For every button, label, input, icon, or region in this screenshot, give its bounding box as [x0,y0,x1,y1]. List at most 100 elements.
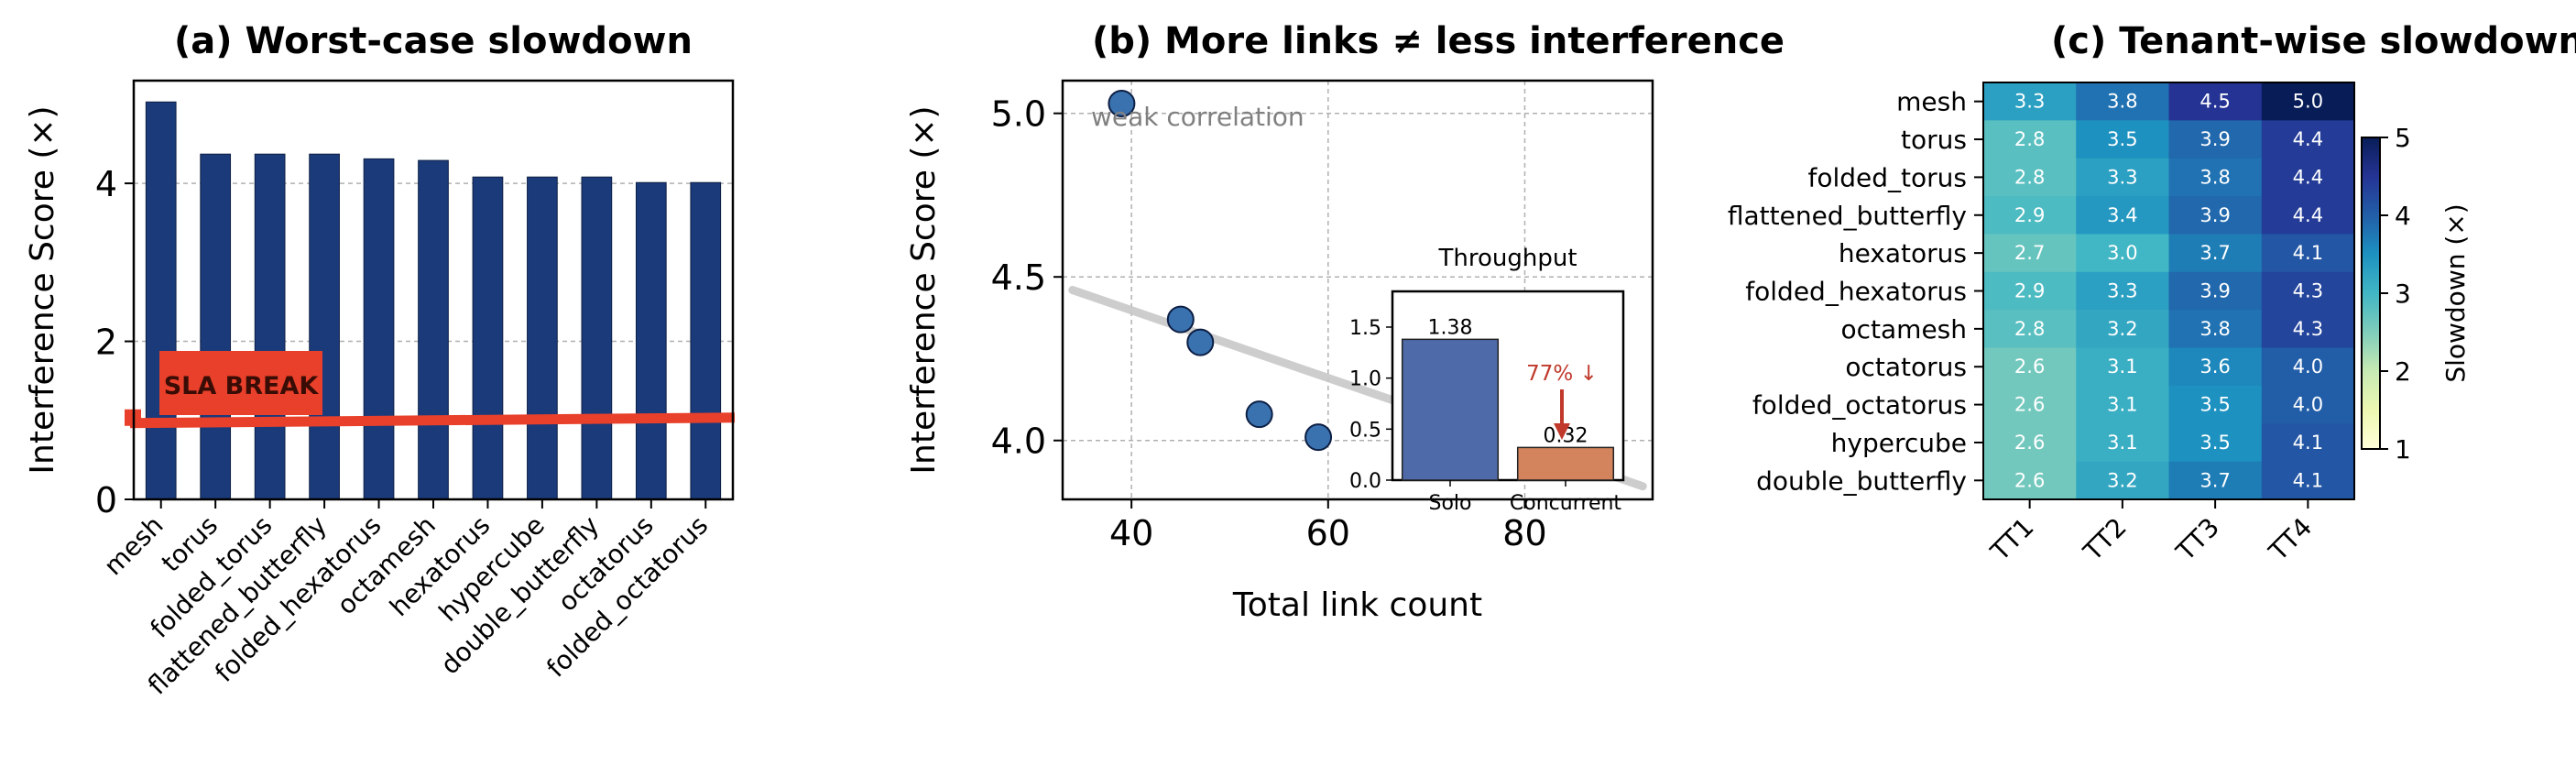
heatmap-col-label: TT2 [2077,512,2132,567]
heatmap-cell-value: 3.2 [2107,318,2137,340]
panel-a-bar [200,153,232,500]
heatmap-cell-value: 2.8 [2014,318,2045,340]
heatmap-cell-value: 3.5 [2199,394,2230,416]
panel-b-xtick-label: 60 [1306,513,1350,553]
inset-ytick-label: 0.0 [1349,470,1381,493]
heatmap-cell [2168,158,2263,197]
panel-b-ytick-label: 4.0 [991,421,1046,462]
heatmap-cell [2261,120,2355,159]
colorbar-tick-label: 3 [2395,279,2411,309]
heatmap-cell-value: 3.3 [2107,280,2137,302]
heatmap-cell-value: 3.1 [2107,356,2137,378]
heatmap-cell-value: 2.6 [2014,356,2045,378]
heatmap-cell [1983,234,2077,273]
heatmap-cell-value: 3.7 [2199,242,2230,264]
heatmap-cell [1983,271,2077,311]
heatmap-cell-value: 4.3 [2293,280,2323,302]
heatmap-cell-value: 3.6 [2199,356,2230,378]
colorbar-tick-label: 2 [2395,356,2411,387]
heatmap-cell [2168,82,2263,121]
heatmap-cell-value: 4.1 [2293,242,2323,264]
heatmap-cell-value: 2.9 [2014,280,2045,302]
heatmap-cell-value: 2.8 [2014,166,2045,188]
heatmap-cell [2261,82,2355,121]
heatmap-cell [2261,196,2355,235]
heatmap-cell-value: 4.3 [2293,318,2323,340]
panel-a-bar [690,181,722,500]
heatmap-cell-value: 3.3 [2107,166,2137,188]
panel-a-bar [145,101,177,500]
heatmap-cell [2076,423,2169,463]
heatmap-row-label: mesh [1896,87,1967,117]
inset-ytick-label: 0.5 [1349,419,1381,442]
panel-c: (c) Tenant-wise slowdown 3.3 3.8 4.5 5.0 mesh… [1728,20,2576,567]
panel-a-ytick-label: 0 [95,480,117,520]
scatter-point [1304,423,1333,452]
sla-break-label: SLA BREAK [164,372,320,400]
inset-ytick-label: 1.0 [1349,368,1381,391]
heatmap-cell [2168,461,2263,500]
panel-a-ylabel: Interference Score (×) [24,105,61,474]
heatmap-cell [2076,461,2169,500]
heatmap-cell [1983,158,2077,197]
inset-bar [1516,446,1615,481]
colorbar-label: Slowdown (×) [2440,203,2471,382]
heatmap-row-label: octamesh [1841,314,1968,345]
heatmap-cell-value: 2.8 [2014,128,2045,150]
inset-value-label: 1.38 [1428,316,1473,339]
heatmap-cell [2261,310,2355,349]
heatmap-cell [2076,82,2169,121]
panel-b: (b) More links ≠ less interference 40 60 80… [905,20,1785,624]
panel-a-bar [363,158,395,500]
heatmap-cell-value: 5.0 [2293,91,2323,113]
heatmap-cell-value: 4.4 [2293,128,2323,150]
heatmap-cell [2168,347,2263,387]
heatmap-cell [2261,234,2355,273]
heatmap-cell-value: 3.9 [2199,204,2230,226]
heatmap-cell-value: 4.4 [2293,204,2323,226]
heatmap-cell-value: 4.1 [2293,432,2323,454]
inset-xtick-label: Concurrent [1510,492,1622,515]
heatmap-cell [2076,234,2169,273]
sla-threshold-line [129,412,736,429]
panel-b-ytick-label: 4.5 [991,257,1046,298]
sla-break-badge [159,351,322,415]
inset-ytick-label: 1.5 [1349,317,1381,340]
heatmap-row-label: double_butterfly [1756,465,1967,496]
heatmap-cell-value: 2.6 [2014,469,2045,491]
heatmap-cell-value: 3.0 [2107,242,2137,264]
panel-a-ytick-label: 2 [95,323,117,363]
colorbar-tick-label: 1 [2395,434,2411,465]
heatmap-cell [1983,385,2077,424]
heatmap-col-label: TT1 [1984,512,2039,567]
heatmap-row-label: flattened_butterfly [1728,201,1967,231]
heatmap-cell [2076,310,2169,349]
panel-a: (a) Worst-case slowdown024meshtorusfolde… [24,20,736,701]
heatmap-cell-value: 3.8 [2107,91,2137,113]
drop-annotation: 77% ↓ [1526,362,1598,386]
heatmap-row-label: octatorus [1845,352,1967,382]
heatmap-row-label: hexatorus [1839,238,1967,268]
colorbar-tick-label: 5 [2395,123,2411,153]
inset-title: Throughput [1437,245,1577,272]
heatmap-cell [2261,347,2355,387]
colorbar [2361,137,2381,450]
heatmap-cell [2076,271,2169,311]
heatmap-row-label: folded_octatorus [1752,390,1967,421]
heatmap-cell-value: 3.9 [2199,128,2230,150]
heatmap-cell-value: 4.1 [2293,469,2323,491]
heatmap-cell [2168,120,2263,159]
heatmap-cell [2168,423,2263,463]
panel-a-xtick-label: mesh [98,510,169,582]
panel-a-bar [309,153,340,500]
heatmap-cell-value: 3.1 [2107,432,2137,454]
panel-b-frame [1061,79,1654,501]
heatmap-cell [2168,271,2263,311]
heatmap-cell [2076,347,2169,387]
heatmap-col-label: TT3 [2170,512,2225,567]
heatmap-cell-value: 3.5 [2199,432,2230,454]
heatmap-cell [2261,461,2355,500]
heatmap-cell-value: 3.2 [2107,469,2137,491]
heatmap-col-label: TT4 [2263,512,2318,567]
panel-b-ylabel: Interference Score (×) [905,105,943,474]
